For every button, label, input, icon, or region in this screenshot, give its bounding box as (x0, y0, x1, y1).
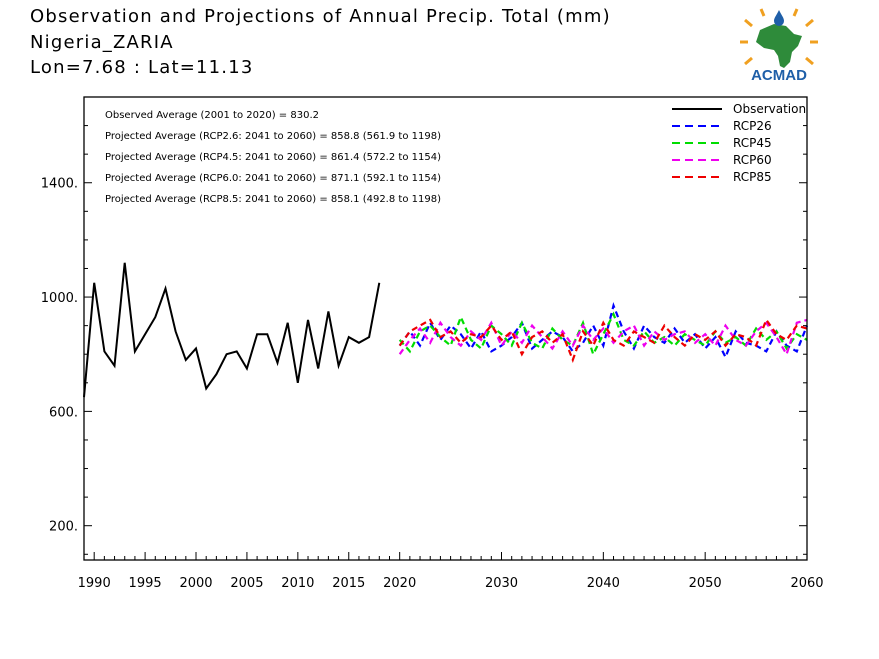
x-tick-label: 1990 (78, 576, 111, 591)
africa-map-icon (756, 24, 802, 68)
acmad-logo: ACMAD (738, 8, 820, 88)
legend-label: RCP45 (733, 136, 772, 150)
station-name: Nigeria_ZARIA (30, 32, 174, 53)
water-drop-icon (774, 10, 784, 26)
acmad-logo-text: ACMAD (751, 67, 807, 84)
x-tick-label: 2060 (790, 576, 823, 591)
y-tick-label: 1000. (41, 291, 78, 306)
coordinates-label: Lon=7.68 : Lat=11.13 (30, 57, 254, 78)
series-line-rcp26 (398, 302, 809, 360)
series-line-rcp85 (398, 317, 808, 364)
legend-label: Observation (733, 102, 806, 116)
annotation-line: Projected Average (RCP2.6: 2041 to 2060)… (105, 131, 441, 142)
chart-title: Observation and Projections of Annual Pr… (30, 6, 611, 27)
legend-label: RCP60 (733, 153, 772, 167)
x-tick-label: 2030 (485, 576, 518, 591)
x-tick-label: 2015 (332, 576, 365, 591)
sun-rays-icon (740, 8, 818, 66)
series-line-rcp45 (398, 311, 808, 358)
annotation-line: Projected Average (RCP8.5: 2041 to 2060)… (105, 194, 441, 205)
annotation-block: Observed Average (2001 to 2020) = 830.2 P… (105, 110, 441, 205)
annotation-line: Observed Average (2001 to 2020) = 830.2 (105, 110, 319, 121)
x-tick-label: 2040 (587, 576, 620, 591)
legend-label: RCP26 (733, 119, 772, 133)
x-tick-label: 2005 (230, 576, 263, 591)
x-tick-label: 2050 (689, 576, 722, 591)
y-axis: 200. 600. 1000. 1400. (41, 96, 807, 555)
legend-label: RCP85 (733, 170, 772, 184)
legend: Observation RCP26 RCP45 RCP60 RCP85 (672, 102, 806, 184)
x-tick-label: 2010 (281, 576, 314, 591)
y-tick-label: 1400. (41, 177, 78, 192)
x-tick-label: 1995 (129, 576, 162, 591)
x-tick-label: 2020 (383, 576, 416, 591)
series-line-observation (83, 262, 381, 398)
plot-frame (83, 96, 808, 561)
annotation-line: Projected Average (RCP4.5: 2041 to 2060)… (105, 152, 441, 163)
annotation-line: Projected Average (RCP6.0: 2041 to 2060)… (105, 173, 441, 184)
y-tick-label: 600. (49, 405, 78, 420)
x-axis: 1990 1995 2000 2005 2010 2015 2020 2030 2040 2050… (78, 552, 824, 591)
x-tick-label: 2000 (179, 576, 212, 591)
y-tick-label: 200. (49, 520, 78, 535)
series-line-rcp60 (398, 318, 808, 357)
